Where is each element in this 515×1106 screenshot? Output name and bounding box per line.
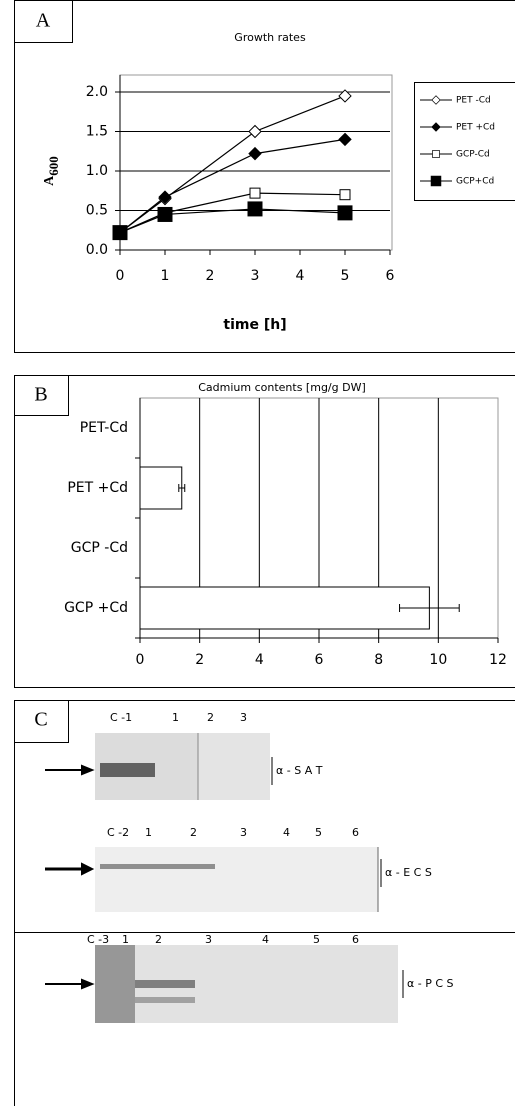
legend-marker — [433, 151, 440, 158]
y-tick-label: PET-Cd — [80, 420, 128, 436]
marker — [158, 207, 172, 221]
blot-image — [95, 733, 270, 800]
bar — [140, 587, 429, 629]
lane-label: 3 — [240, 711, 247, 724]
y-tick-label: 1.5 — [86, 124, 108, 140]
bar — [140, 467, 182, 509]
y-tick-label: PET +Cd — [67, 480, 128, 496]
marker — [113, 226, 127, 240]
line — [120, 193, 345, 233]
panel-label: B — [34, 384, 47, 406]
plot-area — [120, 75, 392, 250]
x-tick-label: 6 — [315, 652, 324, 668]
lane-label: C -1 — [110, 711, 132, 724]
lane-label: 6 — [352, 933, 359, 946]
lane-label: 3 — [205, 933, 212, 946]
x-tick-label: 4 — [255, 652, 264, 668]
x-tick-label: 2 — [206, 268, 215, 284]
x-tick-label: 2 — [195, 652, 204, 668]
legend-marker — [431, 176, 441, 186]
legend-label: PET +Cd — [456, 123, 495, 133]
lane-label: C -2 — [107, 826, 129, 839]
marker — [250, 188, 260, 198]
x-tick-label: 1 — [161, 268, 170, 284]
lane-label: 1 — [145, 826, 152, 839]
legend-label: GCP-Cd — [456, 150, 490, 160]
lane-label: C -3 — [87, 933, 109, 946]
x-tick-label: 6 — [386, 268, 395, 284]
marker — [248, 202, 262, 216]
x-tick-label: 5 — [341, 268, 350, 284]
lane-label: 6 — [352, 826, 359, 839]
arrow — [45, 766, 92, 988]
marker — [339, 133, 351, 145]
legend-label: GCP+Cd — [456, 177, 494, 187]
lane-label: 4 — [262, 933, 269, 946]
marker — [249, 126, 261, 138]
x-tick-label: 3 — [251, 268, 260, 284]
x-tick-label: 0 — [136, 652, 145, 668]
lane-label: 5 — [313, 933, 320, 946]
chart-title: Growth rates — [234, 31, 306, 44]
y-tick-label: GCP -Cd — [71, 540, 128, 556]
x-tick-label: 8 — [374, 652, 383, 668]
y-tick-label: 0.5 — [86, 203, 108, 219]
lane-label: 2 — [207, 711, 214, 724]
y-axis-label-subscript: 600 — [46, 156, 61, 176]
svg-text:A600: A600 — [42, 156, 61, 186]
antibody-label: α - E C S — [385, 866, 432, 879]
lane-label: 1 — [122, 933, 129, 946]
y-tick-label: 2.0 — [86, 84, 108, 100]
x-tick-label: 0 — [116, 268, 125, 284]
x-tick-label: 4 — [296, 268, 305, 284]
line — [120, 209, 345, 233]
legend-label: PET -Cd — [456, 96, 491, 106]
x-tick-label: 10 — [429, 652, 447, 668]
x-tick-label: 12 — [489, 652, 507, 668]
y-tick-label: 1.0 — [86, 163, 108, 179]
lane-label: 3 — [240, 826, 247, 839]
marker — [249, 148, 261, 160]
blot-image — [95, 847, 378, 912]
y-tick-label: GCP +Cd — [64, 600, 128, 616]
x-axis-label: time [h] — [223, 317, 286, 333]
panel-label: C — [34, 709, 47, 731]
marker — [340, 190, 350, 200]
blot-image — [95, 945, 398, 1023]
lane-label: 1 — [172, 711, 179, 724]
panel-label: A — [36, 10, 51, 32]
lane-label: 2 — [190, 826, 197, 839]
figure: A Growth rates time [h] A600 B Cadmium c… — [0, 0, 515, 1106]
lane-label: 4 — [283, 826, 290, 839]
y-tick-label: 0.0 — [86, 242, 108, 258]
antibody-label: α - P C S — [407, 977, 454, 990]
chart-title: Cadmium contents [mg/g DW] — [198, 381, 366, 394]
marker — [338, 206, 352, 220]
antibody-label: α - S A T — [276, 764, 323, 777]
lane-label: 2 — [155, 933, 162, 946]
lane-label: 5 — [315, 826, 322, 839]
